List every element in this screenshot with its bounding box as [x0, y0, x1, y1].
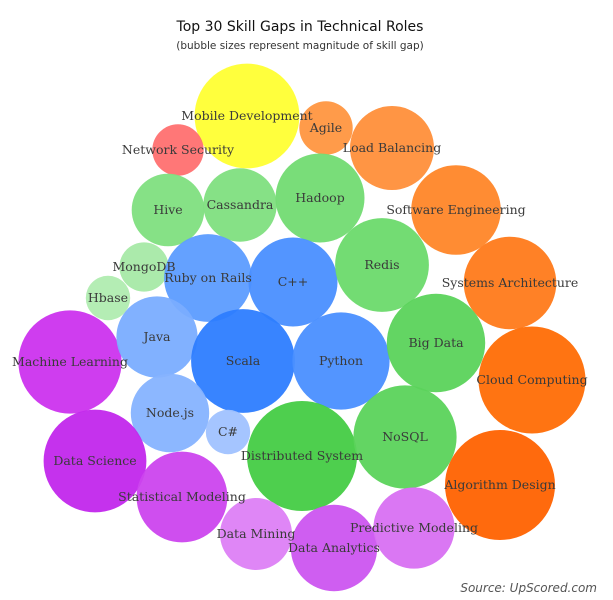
bubble-label-c: C++ [278, 274, 309, 289]
bubble-label-software-engineering: Software Engineering [386, 202, 525, 217]
bubble-label-distributed-system: Distributed System [241, 448, 363, 463]
bubble-hadoop [275, 153, 365, 243]
bubble-label-algorithm-design: Algorithm Design [443, 477, 555, 492]
bubble-label-ruby-on-rails: Ruby on Rails [164, 270, 252, 285]
chart-source: Source: UpScored.com [460, 581, 597, 595]
bubble-scala [191, 309, 295, 413]
bubble-python [292, 312, 390, 410]
bubble-data-mining [220, 498, 292, 570]
bubble-data-science [43, 409, 147, 513]
bubble-label-hbase: Hbase [88, 290, 128, 305]
bubble-systems-architecture [463, 236, 557, 330]
bubble-data-analytics [290, 504, 378, 592]
bubble-statistical-modeling [136, 451, 228, 543]
bubble-cloud-computing [478, 326, 586, 434]
bubble-agile [299, 101, 353, 155]
bubble-machine-learning [18, 310, 122, 414]
bubble-label-redis: Redis [364, 257, 399, 272]
bubble-label-cloud-computing: Cloud Computing [476, 372, 587, 387]
bubble-hbase [85, 275, 131, 321]
bubble-label-load-balancing: Load Balancing [343, 140, 441, 155]
bubble-label-statistical-modeling: Statistical Modeling [118, 489, 246, 504]
bubble-label-python: Python [319, 353, 363, 368]
bubble-distributed-system [247, 401, 357, 511]
bubble-label-c: C# [218, 424, 238, 439]
bubble-label-agile: Agile [309, 120, 342, 135]
bubble-label-scala: Scala [226, 353, 261, 368]
bubble-label-hive: Hive [153, 202, 182, 217]
bubble-software-engineering [411, 165, 501, 255]
bubble-mongodb [119, 242, 169, 292]
bubble-c [248, 237, 338, 327]
bubble-label-network-security: Network Security [122, 142, 235, 157]
bubble-label-systems-architecture: Systems Architecture [442, 275, 579, 290]
bubble-network-security [152, 124, 204, 176]
bubble-label-big-data: Big Data [408, 335, 464, 350]
bubble-node-js [130, 373, 210, 453]
bubble-label-data-analytics: Data Analytics [288, 540, 380, 555]
chart-subtitle: (bubble sizes represent magnitude of ski… [176, 40, 424, 52]
bubble-label-data-mining: Data Mining [217, 526, 296, 541]
bubble-cassandra [203, 168, 277, 242]
bubble-predictive-modeling [373, 487, 455, 569]
bubble-label-predictive-modeling: Predictive Modeling [350, 520, 478, 535]
bubble-label-machine-learning: Machine Learning [12, 354, 128, 369]
bubble-label-mongodb: MongoDB [112, 259, 175, 274]
bubble-label-cassandra: Cassandra [207, 197, 274, 212]
bubble-label-hadoop: Hadoop [295, 190, 344, 205]
bubble-big-data [386, 293, 486, 393]
bubble-load-balancing [350, 106, 434, 190]
bubble-label-java: Java [142, 329, 172, 344]
bubble-label-mobile-development: Mobile Development [181, 108, 312, 123]
bubble-ruby-on-rails [164, 234, 252, 322]
bubble-mobile-development [194, 63, 300, 169]
bubble-label-nosql: NoSQL [382, 429, 428, 444]
bubble-label-data-science: Data Science [53, 453, 136, 468]
bubble-nosql [353, 385, 457, 489]
bubble-hive [131, 173, 205, 247]
chart-title: Top 30 Skill Gaps in Technical Roles [176, 19, 424, 35]
bubble-label-node-js: Node.js [146, 405, 194, 420]
bubble-redis [335, 218, 429, 312]
bubble-java [116, 296, 198, 378]
bubble-algorithm-design [445, 430, 555, 540]
bubble-c [205, 409, 251, 455]
